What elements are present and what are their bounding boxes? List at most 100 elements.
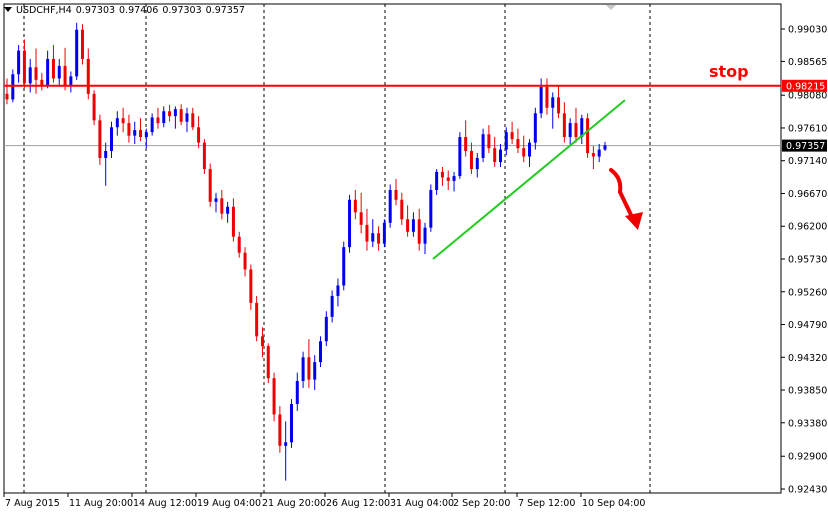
candle-body-up — [528, 142, 532, 157]
candle-body-down — [522, 148, 526, 157]
candle-body-up — [568, 123, 572, 138]
candle-body-up — [319, 341, 323, 363]
candle-body-up — [423, 227, 427, 244]
chart-header: USDCHF,H4 0.97303 0.97406 0.97303 0.97357 — [4, 5, 249, 16]
candle-body-up — [348, 199, 352, 248]
candle-body-up — [133, 130, 137, 136]
candle-body-down — [516, 139, 520, 149]
candle-body-down — [5, 93, 9, 100]
candle-body-up — [342, 247, 346, 286]
candle-body-up — [69, 76, 73, 86]
candle-body-up — [214, 198, 218, 202]
candle-body-down — [557, 97, 561, 114]
candle-body-down — [365, 224, 369, 242]
candle-body-up — [481, 134, 485, 158]
candle-body-up — [295, 380, 299, 404]
candle-body-down — [139, 130, 143, 138]
x-tick-label: 10 Sep 04:00 — [582, 498, 645, 509]
candle-body-up — [185, 113, 189, 122]
candle-body-up — [162, 111, 166, 124]
candle-body-down — [237, 236, 241, 253]
candle-body-up — [301, 357, 305, 381]
candle-body-up — [388, 190, 392, 223]
y-tick-label: 0.95730 — [788, 255, 827, 266]
x-tick-label: 7 Sep 12:00 — [518, 498, 575, 509]
candle-body-up — [580, 118, 584, 138]
candle-body-up — [336, 285, 340, 296]
candle-body-down — [92, 93, 96, 121]
x-tick-label: 31 Aug 04:00 — [390, 498, 454, 509]
candle-body-down — [394, 190, 398, 200]
candle-body-up — [539, 86, 543, 114]
chevron-down-icon[interactable] — [4, 7, 12, 12]
candle-body-down — [417, 219, 421, 244]
candle-body-up — [458, 137, 462, 177]
candle-body-down — [22, 50, 26, 84]
y-tick-label: 0.92900 — [788, 452, 827, 463]
y-tick-label: 0.94320 — [788, 353, 827, 364]
candle-body-down — [440, 171, 444, 178]
x-tick-label: 14 Aug 12:00 — [133, 498, 197, 509]
candle-body-down — [40, 79, 44, 86]
close-value: 0.97357 — [205, 5, 245, 16]
y-tick-label: 0.99030 — [788, 25, 827, 36]
candle-body-down — [80, 29, 84, 59]
candle-body-up — [226, 206, 230, 214]
y-tick-label: 0.98565 — [788, 57, 827, 68]
candle-body-up — [17, 50, 21, 75]
candle-body-up — [11, 74, 15, 100]
y-tick-label: 0.97140 — [788, 156, 827, 167]
candle-body-down — [243, 252, 247, 270]
current-price-tag-bg — [782, 139, 827, 152]
x-tick-label: 7 Aug 2015 — [5, 498, 60, 509]
candle-body-down — [255, 302, 259, 337]
candle-body-down — [98, 120, 102, 158]
symbol-label: USDCHF,H4 — [16, 5, 72, 16]
y-tick-label: 0.92430 — [788, 485, 827, 496]
candle-body-up — [104, 150, 108, 158]
current-price-tag: 0.97357 — [786, 141, 825, 152]
candle-body-down — [586, 118, 590, 154]
candle-body-up — [150, 117, 154, 133]
candle-body-down — [156, 117, 160, 124]
candle-body-down — [208, 169, 212, 202]
candle-body-up — [289, 403, 293, 443]
candle-body-down — [272, 378, 276, 415]
candle-body-up — [371, 233, 375, 242]
candle-body-down — [464, 137, 468, 151]
arrow-annotation-shaft — [609, 168, 635, 221]
candle-body-down — [121, 118, 125, 124]
candle-body-down — [179, 109, 183, 122]
open-value: 0.97303 — [75, 5, 116, 16]
candle-body-down — [446, 177, 450, 181]
candle-body-up — [597, 149, 601, 157]
candle-body-up — [551, 97, 555, 108]
y-tick-label: 0.93380 — [788, 418, 827, 429]
chart-shift-marker — [606, 5, 616, 10]
candle-body-up — [533, 113, 537, 143]
candle-body-down — [400, 199, 404, 220]
candle-body-down — [469, 150, 473, 170]
candle-body-up — [324, 316, 328, 342]
candle-body-up — [330, 295, 334, 317]
candle-body-up — [498, 149, 502, 163]
candle-body-down — [545, 86, 549, 108]
candle-body-down — [191, 113, 195, 128]
y-tick-label: 0.98080 — [788, 91, 827, 102]
candle-body-up — [284, 442, 288, 446]
candle-body-down — [249, 269, 253, 303]
candle-body-down — [202, 142, 206, 170]
candle-body-up — [435, 171, 439, 190]
y-tick-label: 0.96200 — [788, 222, 827, 233]
candle-body-down — [562, 113, 566, 138]
candle-body-down — [493, 148, 497, 163]
low-value: 0.97303 — [162, 5, 202, 16]
candle-body-down — [278, 414, 282, 446]
candle-body-up — [75, 29, 79, 77]
plot-frame — [3, 3, 782, 494]
stop-price-tag: 0.98215 — [786, 81, 825, 92]
candle-body-down — [487, 134, 491, 149]
candle-body-up — [57, 65, 61, 79]
